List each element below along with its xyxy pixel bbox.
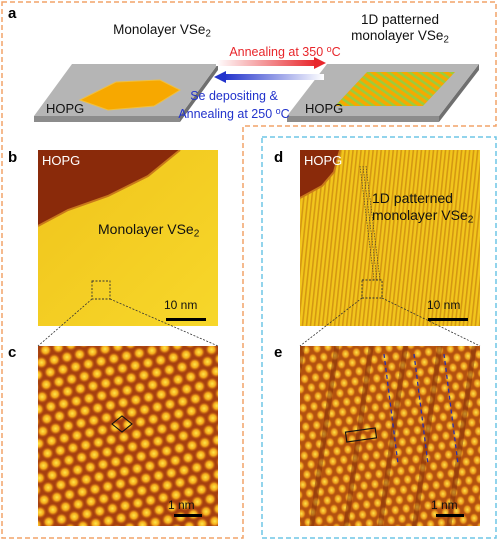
hopg-label-d: HOPG [304,153,343,168]
scalebar-c [174,514,202,517]
hopg-label-b: HOPG [42,153,81,168]
scalebar-e [436,514,464,517]
zoom-lines-de [299,297,481,347]
blue-dashed-frame [261,136,497,539]
right-substrate-label: HOPG [305,101,344,116]
stripe-markers-d [359,165,381,281]
unit-cell-c [111,415,133,433]
vse2-hexagon [78,79,182,111]
panel-label-b: b [8,149,18,166]
left-title-text: Monolayer VSe [113,22,206,37]
hopg-region-b [38,150,180,226]
scalebar-label-c: 1 nm [168,498,195,512]
unit-cell-e [344,427,378,443]
schematic-right-title: 1D patterned monolayer VSe2 [330,12,470,48]
schematic-left-title: Monolayer VSe2 [92,22,232,42]
reverse-arrow-label: Se depositing & Annealing at 250 oC [178,89,290,122]
panel-label-d: d [274,149,284,166]
panel-label-e: e [274,344,283,361]
panel-label-a: a [8,5,17,22]
zoom-box-b [91,280,111,300]
striped-vse2-film [335,72,455,106]
panel-label-c: c [8,344,17,361]
scalebar-label-d: 10 nm [427,298,461,312]
scalebar-d [428,318,468,321]
process-arrows [214,57,326,83]
stm-image-c [38,346,218,526]
right-title-line1: 1D patterned [360,12,440,27]
left-title-subscript: 2 [205,28,211,40]
right-title-subscript: 2 [443,34,449,46]
left-substrate-label: HOPG [46,101,85,116]
zoom-box-d [361,279,383,299]
right-substrate-schematic [287,64,479,122]
scalebar-label-b: 10 nm [164,298,198,312]
reverse-arrow [214,71,324,83]
forward-arrow-label: Annealing at 350 oC [229,44,341,60]
stm-image-d [300,150,480,326]
zoom-lines-bc [37,298,219,347]
stm-image-e [300,346,480,526]
hopg-region-d [300,150,340,198]
film-label-b: Monolayer VSe2 [98,221,200,240]
film-label-d: 1D patterned monolayer VSe2 [372,190,474,226]
stm-image-b [38,150,218,326]
forward-arrow [216,57,326,69]
left-substrate-schematic [34,64,218,122]
scalebar-label-e: 1 nm [431,498,458,512]
scalebar-b [166,318,206,321]
domain-boundary-lines-e [383,353,459,465]
right-title-line2: monolayer VSe [351,28,444,43]
